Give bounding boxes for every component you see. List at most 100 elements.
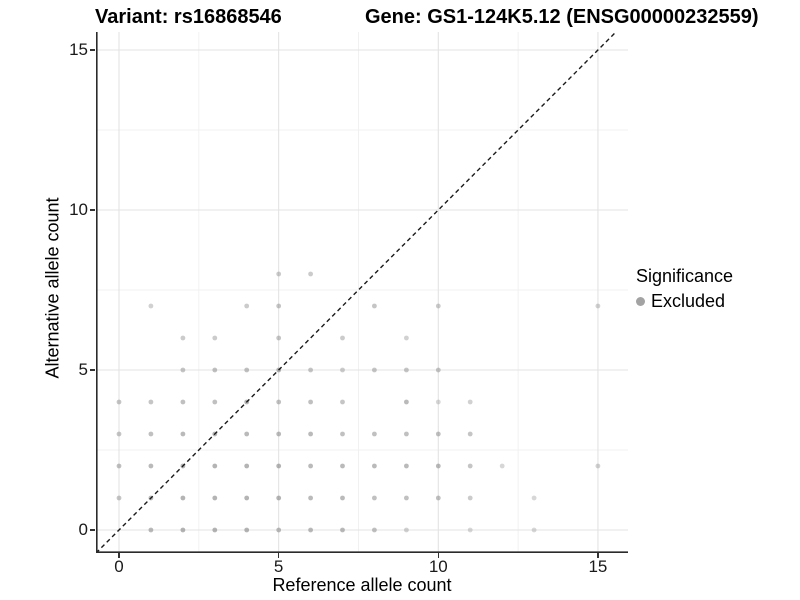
scatter-point [340,463,345,469]
scatter-point [467,431,473,437]
scatter-point [404,399,409,405]
scatter-point [531,495,537,501]
scatter-point [340,335,345,341]
scatter-point [244,303,250,309]
legend-item-excluded: Excluded [636,291,733,312]
scatter-point [308,431,313,437]
x-tick-mark [437,553,440,558]
scatter-point [148,303,154,309]
scatter-point [372,463,377,469]
y-tick-label: 5 [78,360,88,379]
scatter-point [212,495,218,501]
x-axis-title: Reference allele count [272,575,452,595]
scatter-point [340,495,345,501]
y-tick-mark [90,529,95,531]
x-tick-mark [277,553,280,558]
y-tick-mark [90,369,95,371]
scatter-point [308,527,313,533]
scatter-point [148,527,154,533]
scatter-point [180,495,186,501]
scatter-point [308,495,313,501]
scatter-point [276,431,282,437]
scatter-point [180,431,186,437]
scatter-point [435,463,441,469]
x-tick-label: 0 [114,557,124,576]
scatter-point [372,431,377,437]
scatter-point [435,495,441,501]
scatter-point [404,335,409,341]
gene-title: Gene: GS1-124K5.12 (ENSG00000232559) [365,6,759,28]
scatter-point [435,399,441,405]
scatter-point [404,495,409,501]
scatter-plot-svg [95,31,628,554]
scatter-point [116,495,122,501]
scatter-point [404,431,409,437]
scatter-point [340,527,345,533]
scatter-point [595,303,601,309]
scatter-point [276,527,282,533]
scatter-point [404,367,409,373]
scatter-point [595,463,601,469]
x-tick-label: 15 [588,557,608,576]
identity-line [95,31,617,554]
scatter-point [212,399,218,405]
scatter-point [435,303,441,309]
scatter-point [435,367,441,373]
scatter-point [308,463,313,469]
scatter-point [276,399,282,405]
x-tick-mark [597,553,599,558]
scatter-point [404,463,409,469]
y-tick-label: 0 [78,520,88,539]
scatter-point [148,463,154,469]
plot-panel [95,31,628,554]
scatter-point [244,367,250,373]
scatter-point [308,399,313,405]
y-tick-mark [90,49,95,51]
legend-title: Significance [636,266,734,286]
scatter-point [499,463,505,469]
scatter-point [308,367,313,373]
y-tick-mark [90,209,95,211]
scatter-point [531,527,537,533]
y-axis-title: Alternative allele count [42,197,63,379]
legend-item-label: Excluded [651,291,726,311]
scatter-point [276,463,282,469]
scatter-point [148,399,154,405]
scatter-point [180,399,186,405]
x-tick-label: 5 [273,557,284,576]
legend: Significance Excluded [636,266,733,312]
scatter-point [308,271,313,277]
scatter-point [180,367,186,373]
scatter-point [244,463,250,469]
scatter-point [276,335,282,341]
scatter-point [467,527,473,533]
scatter-point [467,399,473,405]
scatter-point [212,335,218,341]
scatter-point [340,367,345,373]
scatter-point [404,527,409,533]
y-tick-label: 15 [69,40,88,59]
x-tick-mark [118,553,120,558]
scatter-point [372,303,377,309]
scatter-point [116,431,122,437]
scatter-point [244,431,250,437]
scatter-point [372,367,377,373]
scatter-point [180,527,186,533]
scatter-point [116,399,122,405]
scatter-point [212,463,218,469]
scatter-point [148,431,154,437]
scatter-point [340,399,345,405]
scatter-point [244,495,250,501]
variant-title: Variant: rs16868546 [95,6,282,28]
x-tick-label: 10 [428,557,448,576]
scatter-point [244,527,250,533]
scatter-point [276,303,282,309]
scatter-point [467,463,473,469]
scatter-point [212,367,218,373]
y-tick-label: 10 [69,200,88,219]
scatter-point [372,495,377,501]
scatter-point [180,335,186,341]
scatter-point [467,495,473,501]
scatter-point [276,271,282,277]
